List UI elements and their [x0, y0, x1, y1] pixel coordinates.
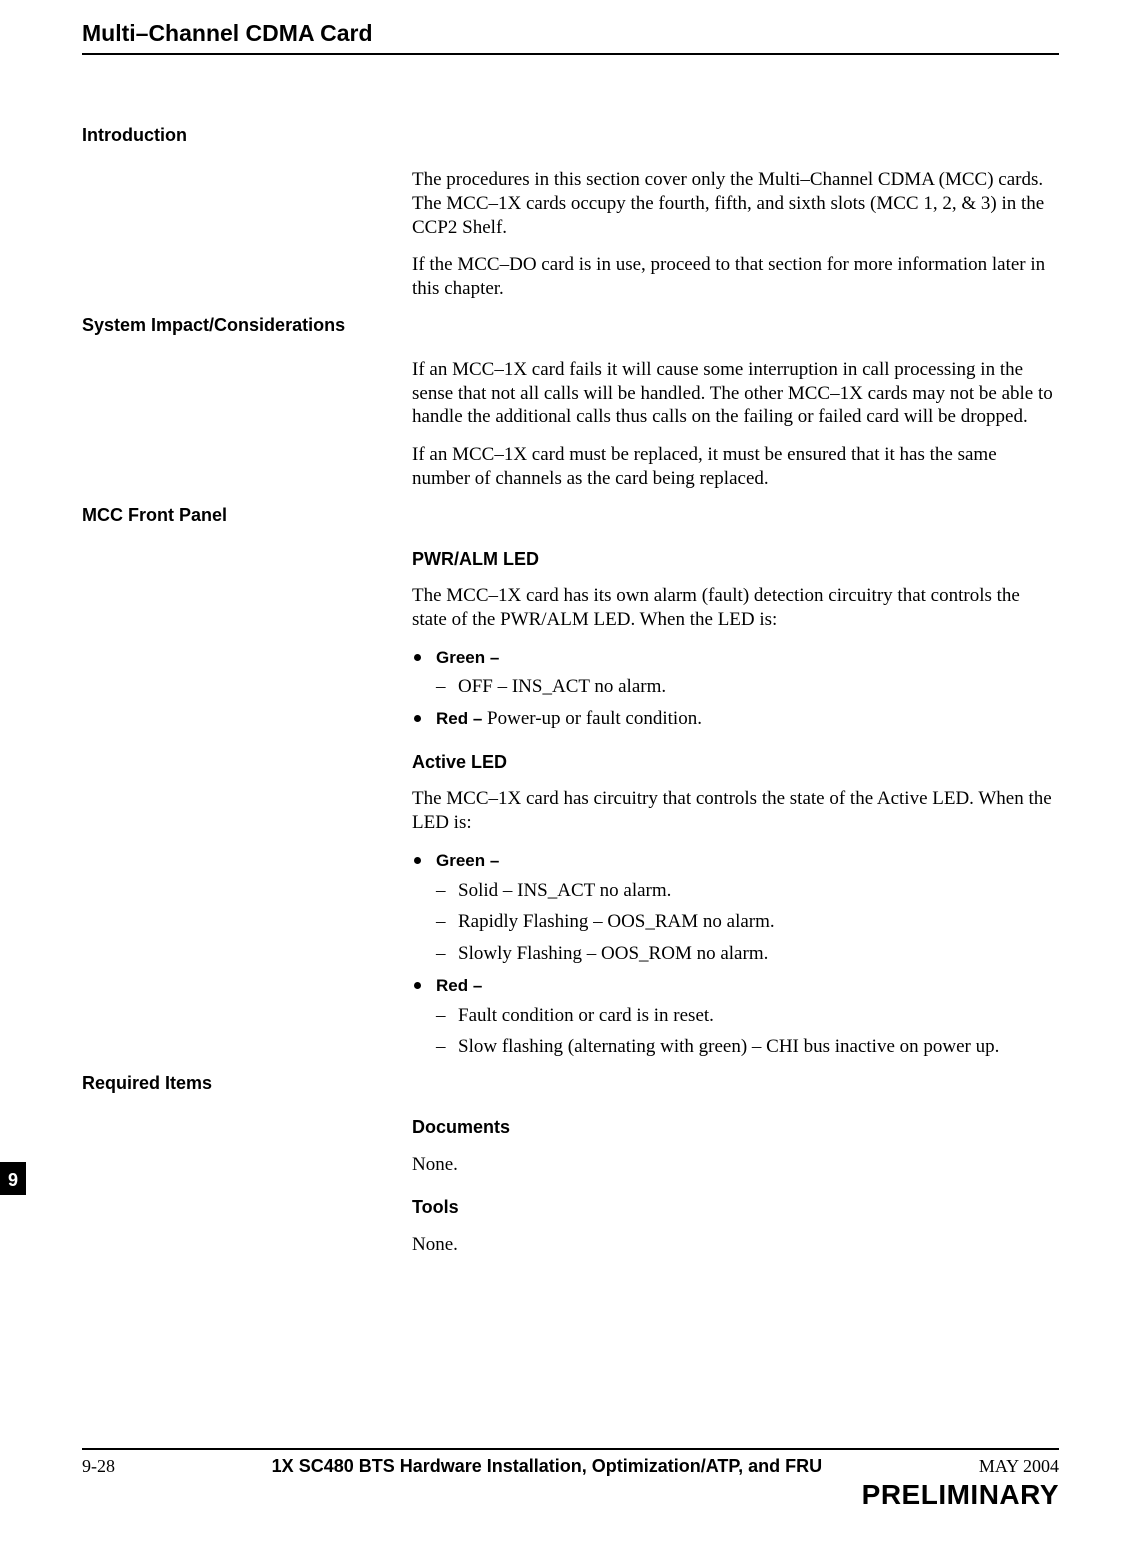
active-green-label: Green –: [436, 851, 499, 870]
active-red-label: Red –: [436, 976, 482, 995]
active-intro: The MCC–1X card has circuitry that contr…: [412, 787, 1059, 835]
bullet-pwr-red: Red – Power-up or fault condition.: [412, 707, 1059, 731]
section-heading-required: Required Items: [82, 1073, 1059, 1094]
pwr-alm-intro: The MCC–1X card has its own alarm (fault…: [412, 584, 1059, 632]
chapter-tab: 9: [0, 1162, 26, 1195]
footer-page-number: 9-28: [82, 1456, 115, 1477]
footer-preliminary: PRELIMINARY: [82, 1479, 1059, 1511]
footer-date: MAY 2004: [979, 1456, 1059, 1477]
page-footer: 9-28 1X SC480 BTS Hardware Installation,…: [82, 1448, 1059, 1511]
section-heading-front-panel: MCC Front Panel: [82, 505, 1059, 526]
tools-value: None.: [412, 1233, 1059, 1257]
active-green-item-2: Rapidly Flashing – OOS_RAM no alarm.: [436, 910, 1059, 934]
active-red-item-1: Fault condition or card is in reset.: [436, 1004, 1059, 1028]
bullet-active-red: Red – Fault condition or card is in rese…: [412, 974, 1059, 1059]
pwr-green-label: Green –: [436, 648, 499, 667]
active-green-item-1: Solid – INS_ACT no alarm.: [436, 879, 1059, 903]
subheading-active-led: Active LED: [412, 751, 1059, 774]
section-heading-impact: System Impact/Considerations: [82, 315, 1059, 336]
pwr-red-label: Red –: [436, 709, 487, 728]
intro-paragraph-2: If the MCC–DO card is in use, proceed to…: [412, 253, 1059, 301]
active-red-item-2: Slow flashing (alternating with green) –…: [436, 1035, 1059, 1059]
pwr-red-text: Power-up or fault condition.: [487, 708, 702, 729]
bullet-pwr-green: Green – OFF – INS_ACT no alarm.: [412, 646, 1059, 700]
page-title: Multi–Channel CDMA Card: [82, 20, 1059, 55]
subheading-documents: Documents: [412, 1116, 1059, 1139]
active-green-item-3: Slowly Flashing – OOS_ROM no alarm.: [436, 942, 1059, 966]
section-heading-introduction: Introduction: [82, 125, 1059, 146]
footer-doc-title: 1X SC480 BTS Hardware Installation, Opti…: [115, 1456, 979, 1477]
subheading-pwr-alm-led: PWR/ALM LED: [412, 548, 1059, 571]
intro-paragraph-1: The procedures in this section cover onl…: [412, 168, 1059, 239]
bullet-active-green: Green – Solid – INS_ACT no alarm. Rapidl…: [412, 849, 1059, 966]
documents-value: None.: [412, 1153, 1059, 1177]
impact-paragraph-1: If an MCC–1X card fails it will cause so…: [412, 358, 1059, 429]
impact-paragraph-2: If an MCC–1X card must be replaced, it m…: [412, 443, 1059, 491]
subheading-tools: Tools: [412, 1196, 1059, 1219]
pwr-green-item-1: OFF – INS_ACT no alarm.: [436, 675, 1059, 699]
